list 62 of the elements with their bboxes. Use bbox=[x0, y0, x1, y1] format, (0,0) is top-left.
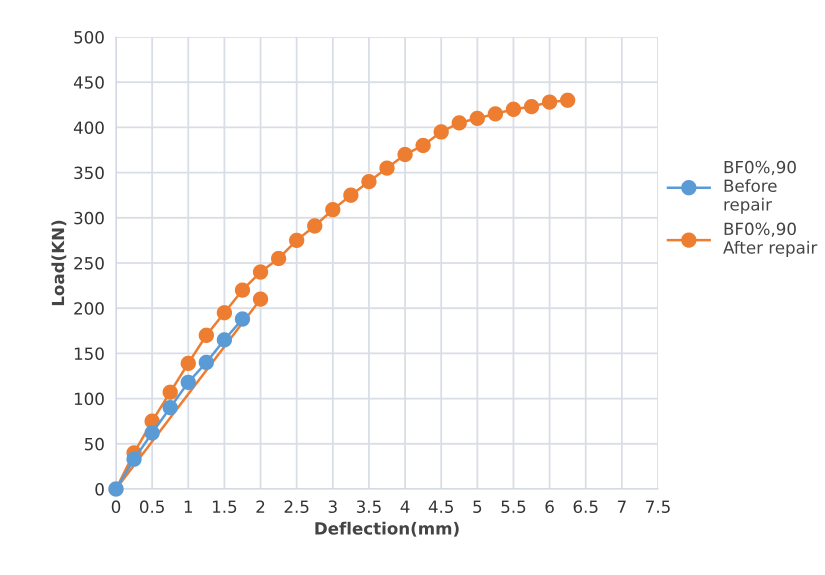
y-tick-label: 450 bbox=[74, 76, 104, 89]
x-tick-label: 2.5 bbox=[284, 500, 308, 514]
x-tick-label: 1 bbox=[184, 500, 192, 513]
x-tick-label: 6 bbox=[545, 500, 554, 514]
x-tick-label: 0.5 bbox=[140, 500, 164, 514]
y-tick-label: 400 bbox=[74, 121, 104, 134]
point bbox=[126, 452, 142, 467]
y-tick-label: 250 bbox=[74, 256, 104, 270]
point bbox=[488, 106, 504, 122]
point bbox=[415, 138, 431, 154]
y-tick-label: 350 bbox=[74, 166, 104, 180]
point bbox=[560, 92, 576, 108]
point bbox=[289, 232, 304, 248]
y-tick-label: 100 bbox=[74, 392, 104, 406]
point bbox=[198, 328, 214, 343]
y-tick-label: 500 bbox=[74, 30, 104, 44]
y-tick-label: 150 bbox=[74, 347, 104, 360]
x-tick-label: 7 bbox=[618, 500, 626, 513]
y-tick-label: 200 bbox=[74, 302, 104, 315]
point bbox=[506, 102, 522, 117]
point bbox=[542, 94, 558, 110]
x-tick-label: 5 bbox=[473, 500, 482, 514]
y-axis-title: Load(KN) bbox=[51, 220, 66, 306]
point bbox=[361, 174, 377, 190]
x-tick-label: 3 bbox=[328, 500, 337, 514]
point bbox=[234, 311, 250, 327]
x-tick-label: 0 bbox=[112, 500, 120, 514]
point bbox=[216, 332, 232, 348]
point bbox=[270, 250, 286, 266]
point bbox=[252, 264, 268, 280]
y-tick-label: 0 bbox=[95, 482, 104, 496]
x-tick-label: 5.5 bbox=[502, 500, 526, 514]
point bbox=[524, 98, 540, 114]
x-tick-label: 6.5 bbox=[574, 500, 598, 514]
point bbox=[343, 188, 359, 203]
x-tick-label: 2 bbox=[256, 500, 264, 513]
point bbox=[379, 160, 395, 176]
x-tick-label: 4.5 bbox=[428, 500, 453, 514]
point bbox=[470, 110, 485, 126]
point bbox=[198, 354, 214, 370]
legend-label: BF0%,90 After repair bbox=[723, 222, 818, 258]
point bbox=[162, 384, 178, 400]
x-tick-label: 4 bbox=[400, 500, 410, 513]
point bbox=[434, 124, 449, 140]
point bbox=[325, 202, 340, 218]
legend-label: BF0%,90 Before repair bbox=[724, 160, 796, 214]
point bbox=[180, 374, 196, 390]
y-tick-label: 50 bbox=[84, 438, 104, 450]
point bbox=[216, 305, 232, 320]
y-tick-label: 300 bbox=[74, 212, 104, 224]
x-axis-title: Deflection(mm) bbox=[315, 522, 459, 537]
point bbox=[252, 292, 268, 307]
point bbox=[180, 356, 196, 371]
x-tick-label: 1.5 bbox=[212, 500, 236, 514]
point bbox=[452, 115, 467, 131]
point bbox=[234, 282, 250, 298]
x-tick-label: 7.5 bbox=[646, 500, 670, 514]
x-tick-label: 3.5 bbox=[356, 500, 381, 514]
point bbox=[162, 400, 178, 416]
point bbox=[307, 218, 322, 234]
point bbox=[397, 146, 413, 162]
point bbox=[144, 425, 160, 441]
